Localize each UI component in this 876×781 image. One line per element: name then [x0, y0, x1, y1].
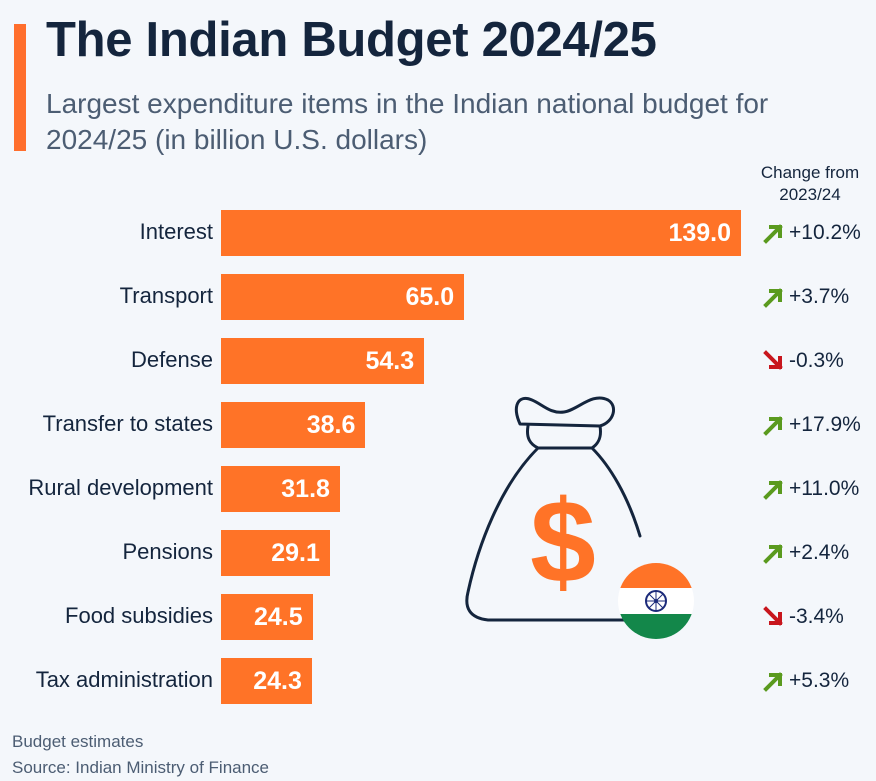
arrow-up-right-icon: [763, 672, 783, 692]
arrow-up-right-icon: [763, 288, 783, 308]
bar-row: Tax administration 24.3 +5.3%: [0, 658, 876, 722]
bar-row: Rural development 31.8 +11.0%: [0, 466, 876, 530]
bar-value-label: 139.0: [668, 219, 731, 247]
category-label: Rural development: [28, 475, 213, 500]
change-header-line2: 2023/24: [779, 185, 841, 204]
arrow-down-right-icon: [763, 350, 783, 370]
change-value: +17.9%: [763, 402, 861, 448]
category-label: Interest: [139, 219, 213, 244]
dollar-sign-icon: $: [530, 476, 596, 608]
arrow-up-right-icon: [763, 544, 783, 564]
arrow-up-right-icon: [763, 480, 783, 500]
bar-row: Interest 139.0 +10.2%: [0, 210, 876, 274]
bar: 54.3: [221, 338, 425, 384]
change-value: -0.3%: [763, 338, 844, 384]
bar-value-label: 38.6: [306, 411, 356, 439]
bar-value-label: 65.0: [405, 283, 455, 311]
india-flag-icon: [618, 563, 694, 639]
bar: 24.3: [221, 658, 312, 704]
change-value: +3.7%: [763, 274, 849, 320]
change-value: +11.0%: [763, 466, 859, 512]
category-label: Pensions: [122, 539, 213, 564]
change-text: +17.9%: [789, 413, 861, 436]
change-header-line1: Change from: [760, 163, 860, 182]
bar-row: Defense 54.3 -0.3%: [0, 338, 876, 402]
budget-illustration: $: [465, 396, 694, 639]
bar: 31.8: [221, 466, 340, 512]
bar-row: Food subsidies 24.5 -3.4%: [0, 594, 876, 658]
bar-row: Pensions 29.1 +2.4%: [0, 530, 876, 594]
change-text: -0.3%: [789, 349, 844, 372]
chart-subtitle: Largest expenditure items in the Indian …: [46, 88, 769, 155]
bar: 24.5: [221, 594, 313, 640]
change-text: +5.3%: [789, 669, 850, 692]
chart-title: The Indian Budget 2024/25: [46, 13, 657, 67]
change-text: +3.7%: [789, 285, 850, 308]
source-note: Source: Indian Ministry of Finance: [12, 758, 270, 777]
arrow-up-right-icon: [763, 416, 783, 436]
bar: 65.0: [221, 274, 465, 320]
change-value: +5.3%: [763, 658, 849, 704]
bar: 139.0: [221, 210, 741, 256]
arrow-down-right-icon: [763, 606, 783, 626]
change-value: +2.4%: [763, 530, 849, 576]
bar: 29.1: [221, 530, 330, 576]
category-label: Transfer to states: [42, 411, 213, 436]
bar-value-label: 31.8: [281, 475, 330, 503]
change-text: +10.2%: [789, 221, 861, 244]
bar: 38.6: [221, 402, 366, 448]
bar-row: Transfer to states 38.6 +17.9%: [0, 402, 876, 466]
money-bag-icon: [465, 396, 652, 622]
change-text: +2.4%: [789, 541, 850, 564]
change-text: +11.0%: [789, 477, 860, 500]
bar-value-label: 24.5: [253, 603, 303, 631]
category-label: Defense: [131, 347, 213, 372]
bar-value-label: 29.1: [271, 539, 320, 567]
bar-row: Transport 65.0 +3.7%: [0, 274, 876, 338]
change-text: -3.4%: [789, 605, 844, 628]
bar-value-label: 24.3: [253, 667, 302, 695]
change-value: -3.4%: [763, 594, 844, 640]
arrow-up-right-icon: [763, 224, 783, 244]
change-column-header: Change from 2023/24: [745, 162, 875, 206]
bar-chart: Interest 139.0 +10.2% Transport 65.0 +3.7% Def…: [0, 210, 876, 722]
title-accent-bar: [14, 24, 26, 151]
category-label: Food subsidies: [65, 603, 213, 628]
bar-value-label: 54.3: [365, 347, 415, 375]
budget-note: Budget estimates: [12, 732, 144, 751]
change-value: +10.2%: [763, 210, 861, 256]
category-label: Transport: [119, 283, 213, 308]
footnote: Budget estimates Source: Indian Ministry…: [12, 729, 269, 781]
category-label: Tax administration: [35, 667, 213, 692]
